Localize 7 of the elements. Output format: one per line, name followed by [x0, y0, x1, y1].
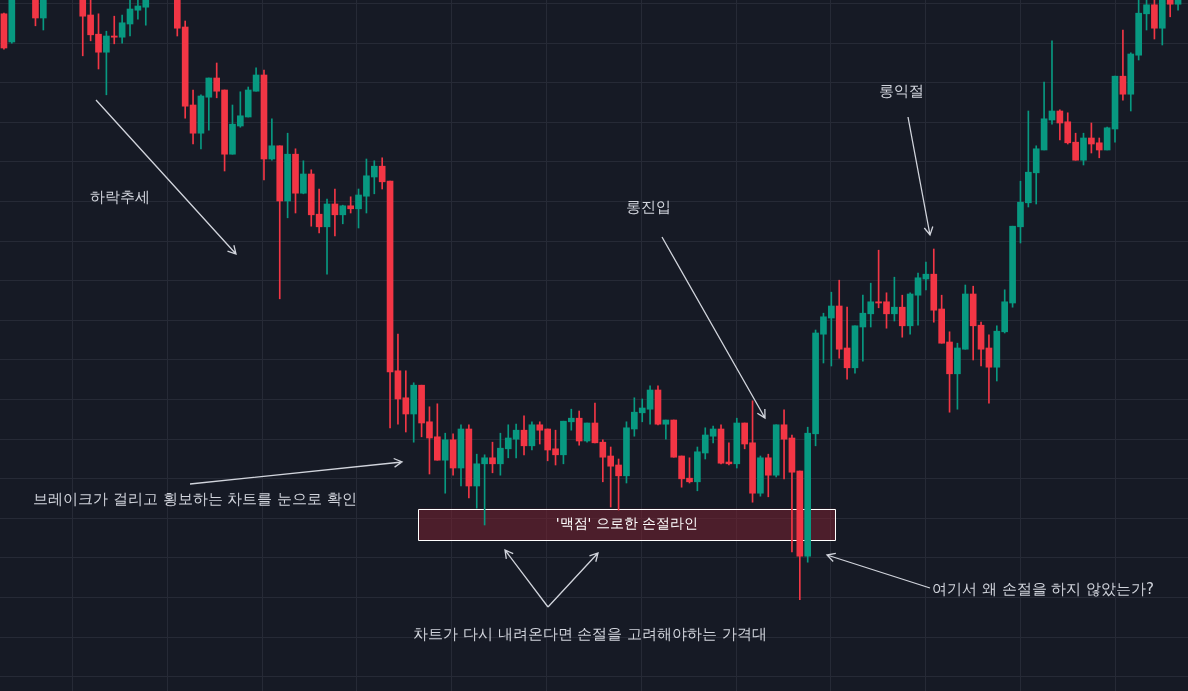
band-label: '맥점' 으로한 손절라인 [555, 515, 699, 534]
annotation: 하락추세 [90, 188, 150, 206]
annotation: 여기서 왜 손절을 하지 않았는가? [932, 580, 1155, 598]
text: 차트가 다시 내려온다면 손절을 고려해야하는 가격대 [413, 625, 767, 643]
annotation: 브레이크가 걸리고 횡보하는 차트를 눈으로 확인 [33, 490, 357, 508]
annotation: 롱익절 [879, 82, 924, 100]
annotation: 롱진입 [626, 198, 671, 216]
